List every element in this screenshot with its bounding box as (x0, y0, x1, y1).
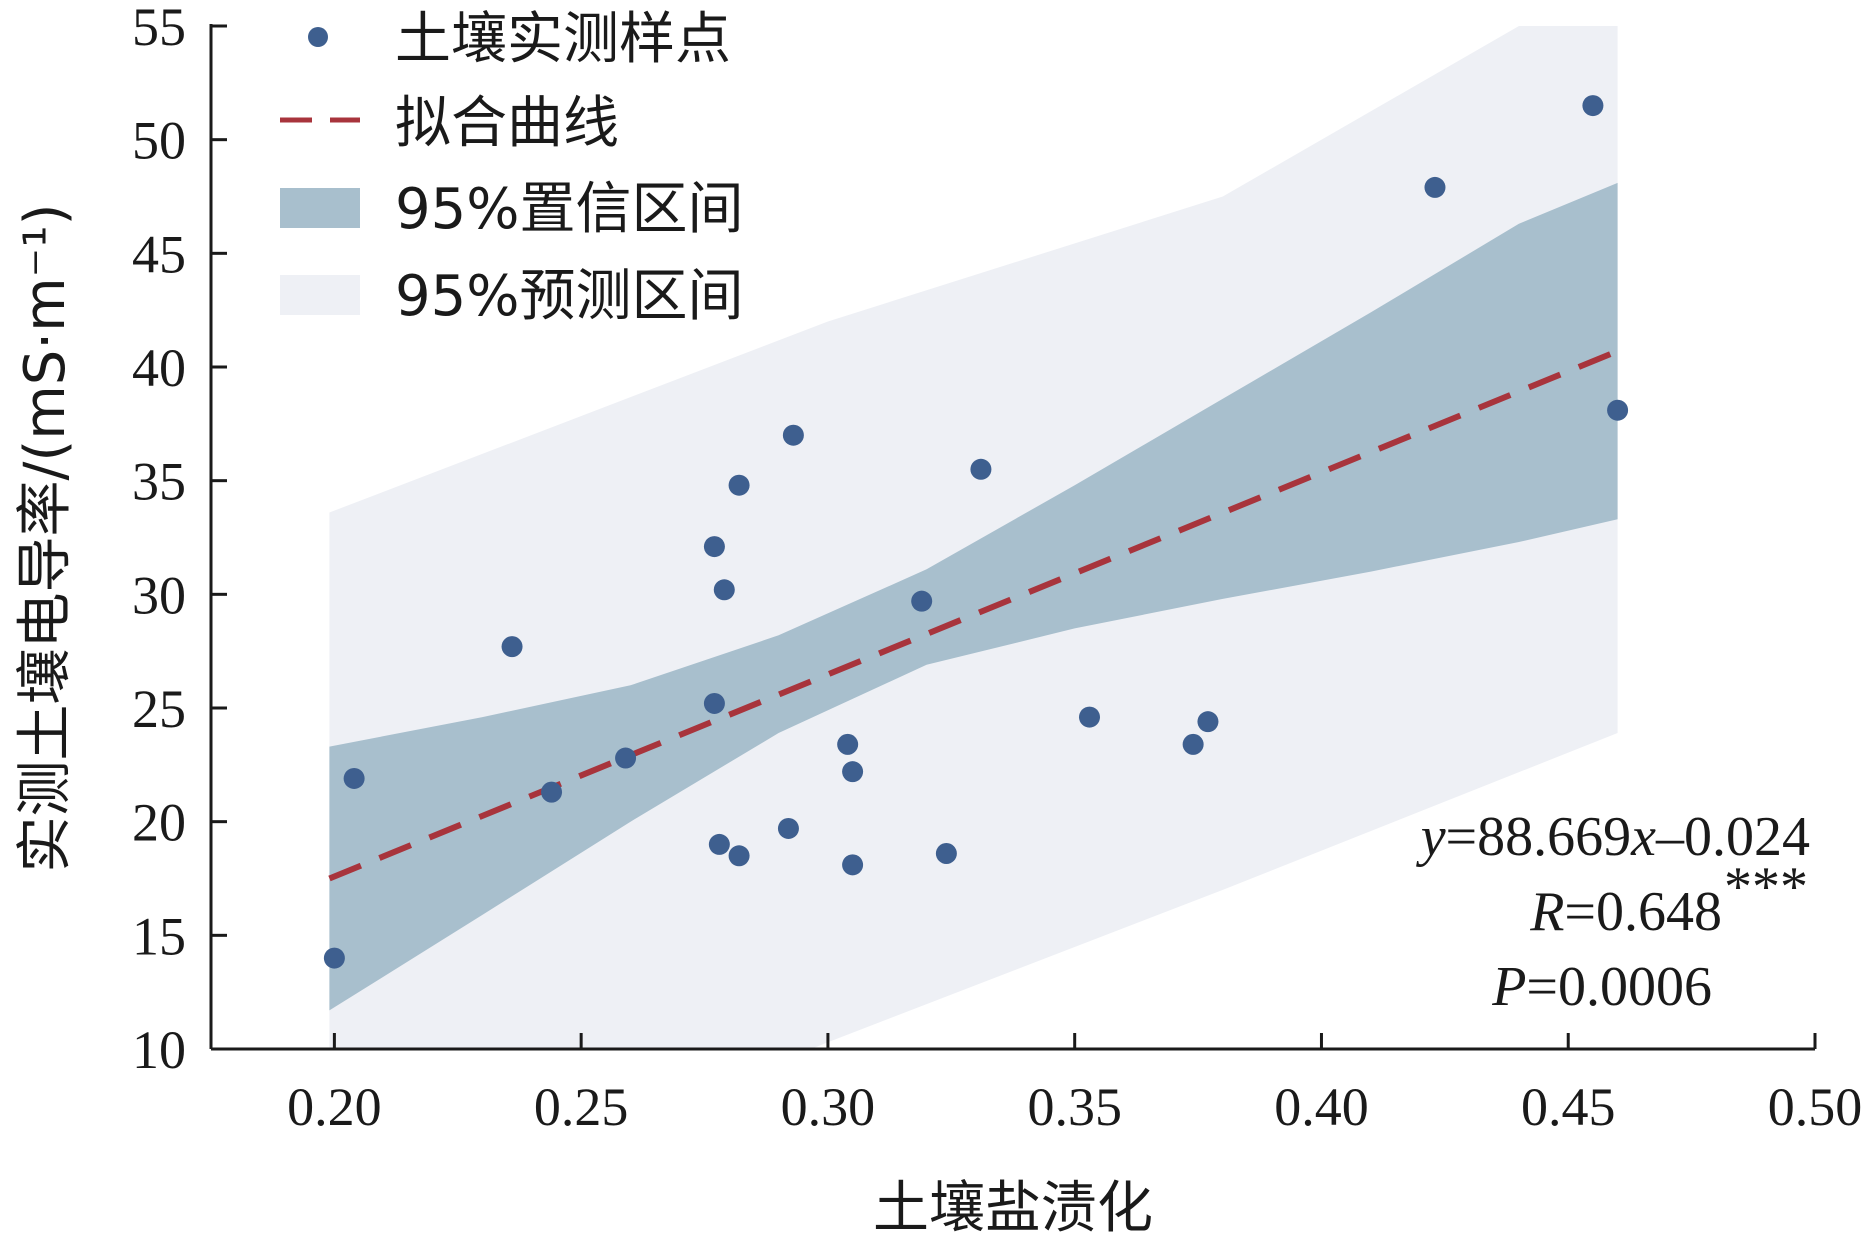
data-point (777, 817, 799, 839)
y-tick-label: 20 (132, 793, 186, 853)
p-value: P=0.0006 (1491, 956, 1712, 1018)
legend-label-prediction: 95%预测区间 (395, 264, 743, 329)
y-tick-label: 40 (132, 338, 186, 398)
legend-label-confidence: 95%置信区间 (395, 177, 743, 242)
data-point (728, 845, 750, 867)
y-tick-label: 50 (132, 111, 186, 171)
y-axis-title: 实测土壤电导率/(mS·m⁻¹) (13, 203, 78, 872)
data-point (703, 692, 725, 714)
data-point (323, 947, 345, 969)
x-tick-label: 0.40 (1274, 1077, 1369, 1137)
y-tick-label: 35 (132, 452, 186, 512)
regression-equation: y=88.669x–0.024 (1416, 806, 1810, 868)
correlation-coefficient: R=0.648 (1529, 881, 1722, 943)
data-point (1607, 399, 1629, 421)
x-tick-label: 0.25 (534, 1077, 629, 1137)
y-tick-label: 45 (132, 224, 186, 284)
x-tick-label: 0.20 (287, 1077, 382, 1137)
data-point (970, 458, 992, 480)
data-point (615, 747, 637, 769)
y-tick-label: 25 (132, 679, 186, 739)
legend-marker-points (308, 27, 328, 47)
data-point (935, 842, 957, 864)
x-tick-label: 0.35 (1027, 1077, 1122, 1137)
data-point (782, 424, 804, 446)
data-point (703, 536, 725, 558)
data-point (708, 833, 730, 855)
data-points (323, 95, 1629, 969)
data-point (501, 636, 523, 658)
data-point (728, 474, 750, 496)
confidence-interval-band (329, 182, 1618, 1011)
data-point (1182, 733, 1204, 755)
x-axis-title: 土壤盐渍化 (873, 1176, 1153, 1241)
significance-marker: *** (1724, 856, 1808, 918)
data-point (1078, 706, 1100, 728)
data-point (911, 590, 933, 612)
data-point (842, 854, 864, 876)
data-point (842, 761, 864, 783)
axis-ticks: 0.20 0.25 0.30 0.35 0.40 0.45 0.50 10 15 20 25 30 35… (132, 0, 1862, 1137)
x-tick-label: 0.50 (1768, 1077, 1863, 1137)
legend-label-points: 土壤实测样点 (395, 7, 731, 72)
x-tick-label: 0.30 (781, 1077, 876, 1137)
legend-marker-confidence (280, 188, 360, 228)
data-point (837, 733, 859, 755)
legend-marker-prediction (280, 275, 360, 315)
legend: 土壤实测样点 拟合曲线 95%置信区间 95%预测区间 (280, 7, 743, 329)
y-tick-label: 55 (132, 0, 186, 57)
data-point (1197, 711, 1219, 733)
y-tick-label: 15 (132, 906, 186, 966)
y-tick-label: 30 (132, 565, 186, 625)
data-point (1424, 176, 1446, 198)
data-point (1582, 95, 1604, 117)
y-tick-label: 10 (132, 1020, 186, 1080)
data-point (343, 767, 365, 789)
data-point (541, 781, 563, 803)
data-point (713, 579, 735, 601)
x-tick-label: 0.45 (1521, 1077, 1616, 1137)
legend-label-fit-line: 拟合曲线 (395, 91, 619, 156)
